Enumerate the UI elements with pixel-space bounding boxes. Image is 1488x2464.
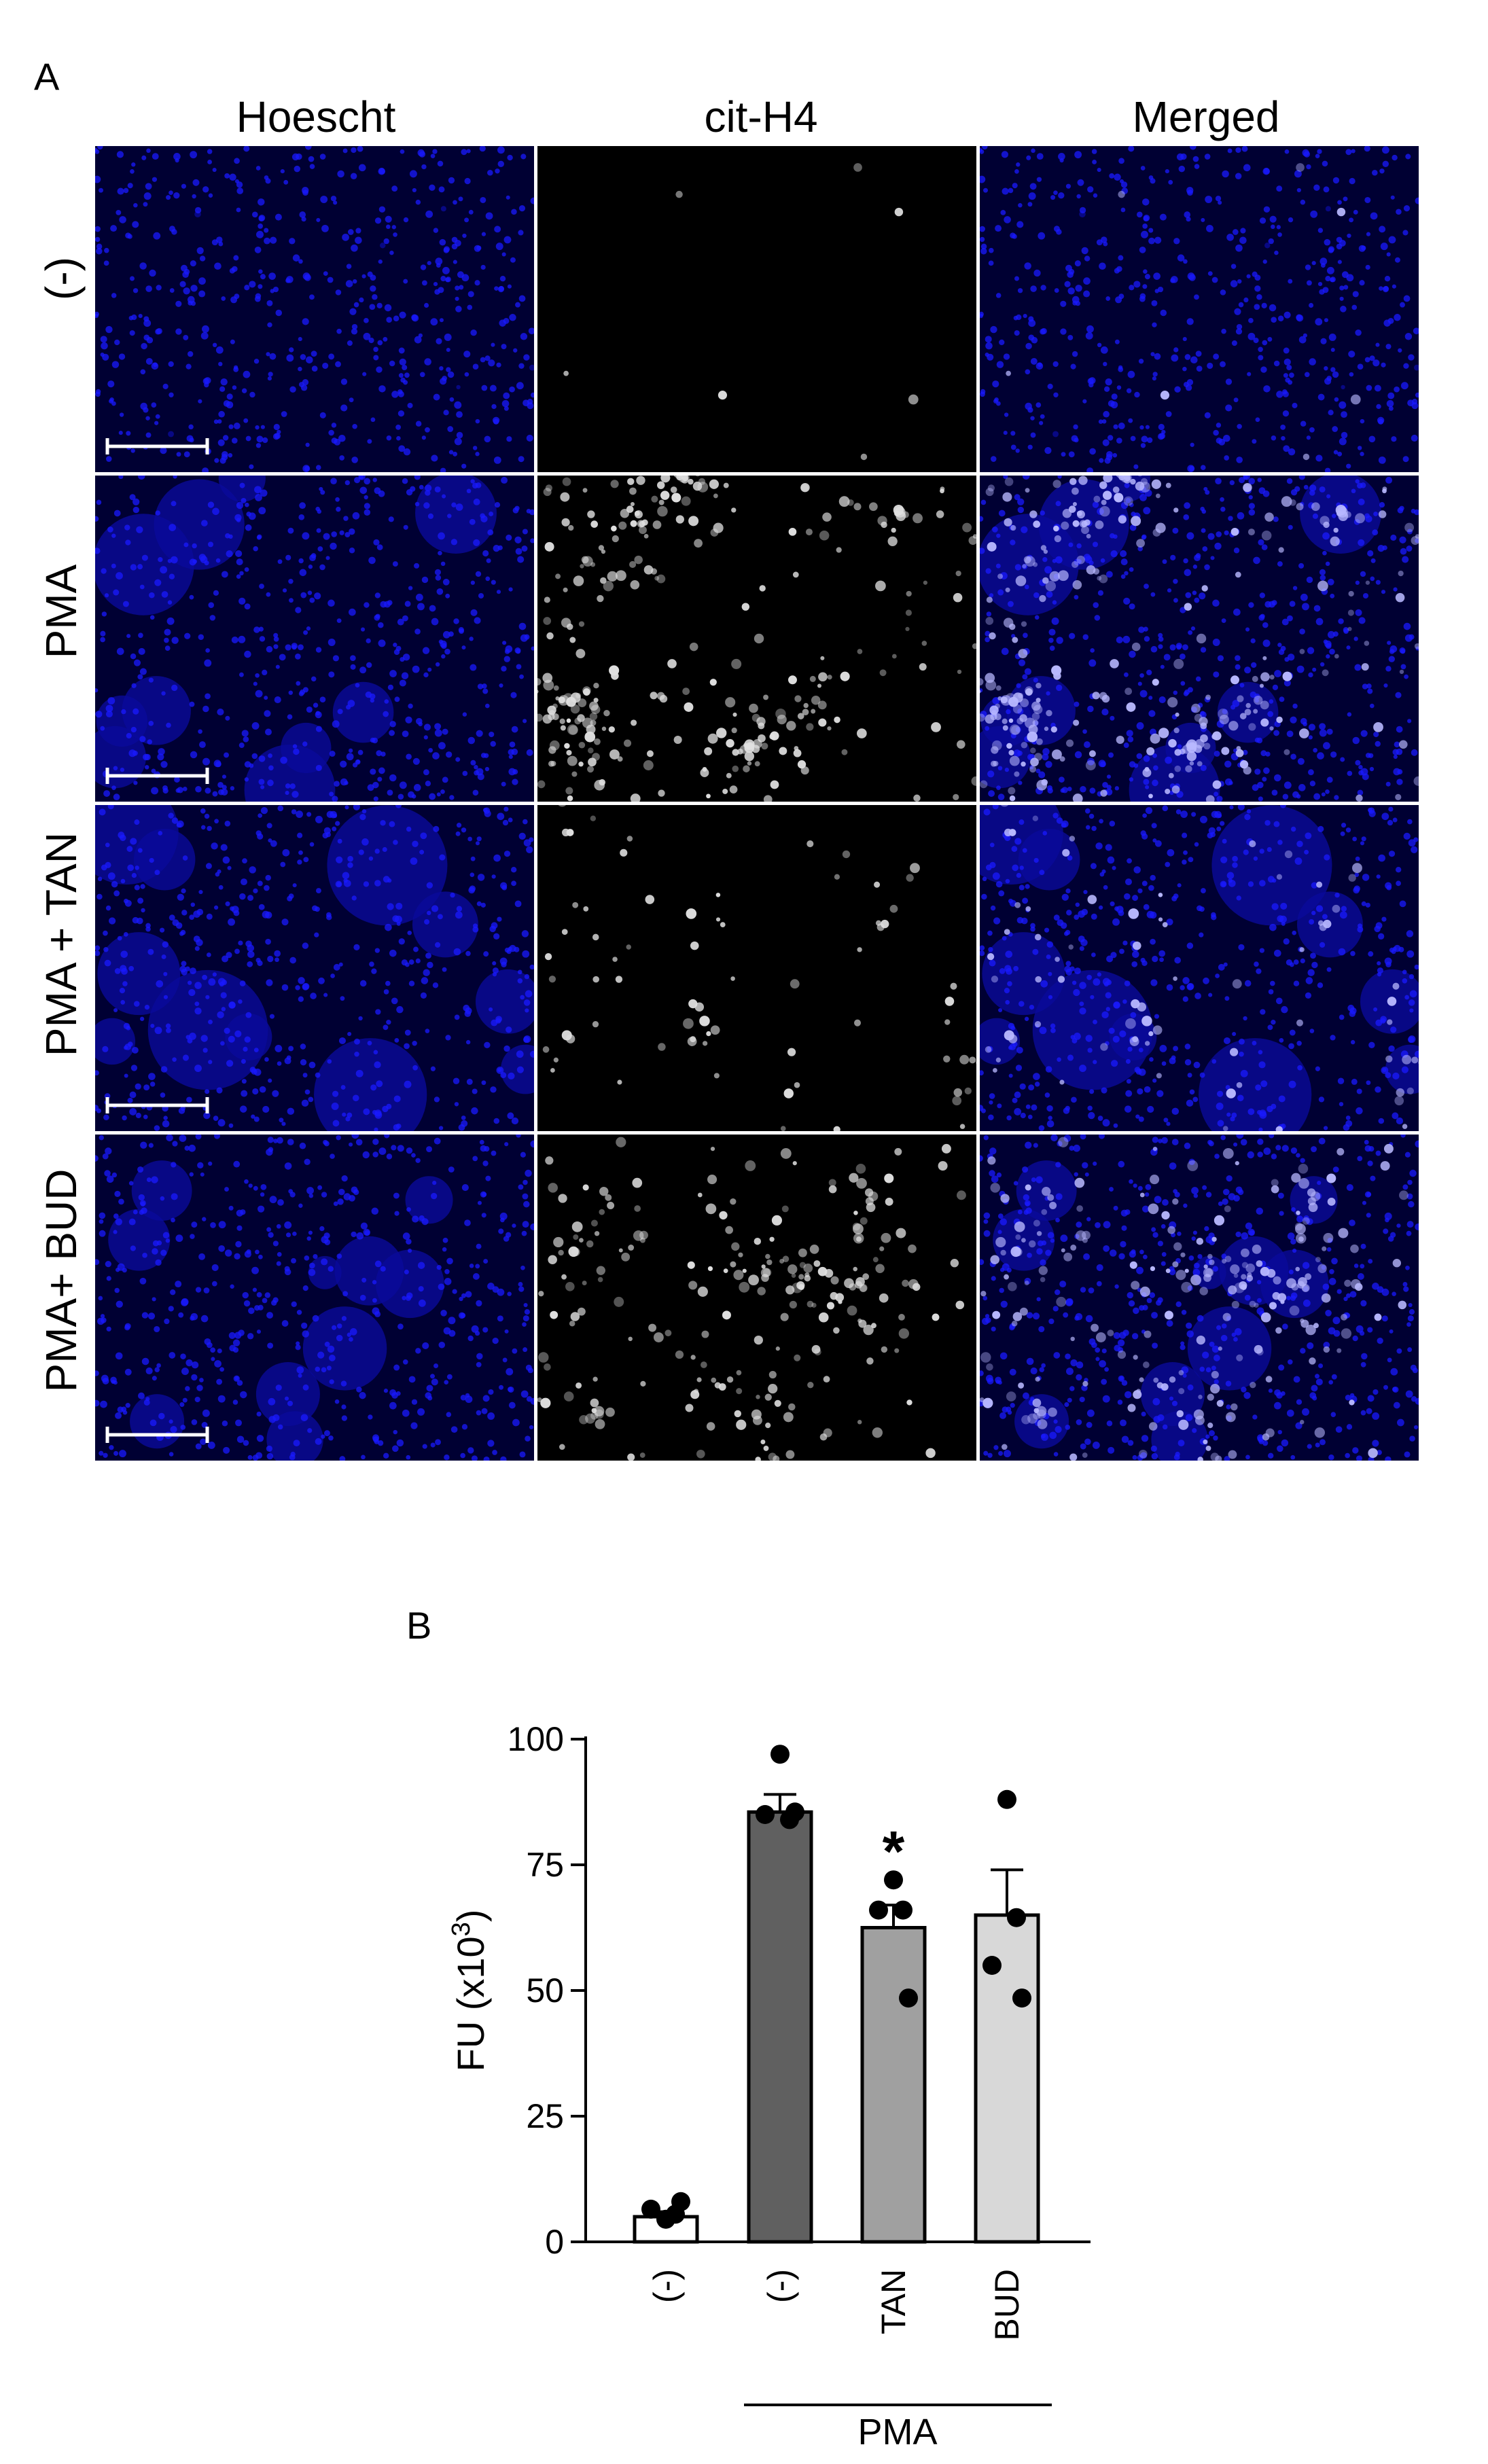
micrograph-pma-merged xyxy=(980,476,1419,802)
data-point xyxy=(756,1805,775,1824)
micrograph-pma-tan-hoescht xyxy=(95,805,534,1131)
row-label-pma-bud: PMA+ BUD xyxy=(37,1168,86,1393)
y-tick-label: 0 xyxy=(545,2223,564,2261)
data-point xyxy=(893,1900,913,1920)
bar-chart: 0 25 50 75 100 FU (x103) (-) (-) TAN BUD * PMA xyxy=(447,1720,1091,2452)
data-point xyxy=(785,1802,804,1822)
y-tick-label: 50 xyxy=(526,1971,564,2010)
x-tick-label: (-) xyxy=(761,2269,799,2303)
micrograph-pma-tan-cith4 xyxy=(537,805,976,1131)
micrograph-pma-hoescht xyxy=(95,476,534,802)
data-point xyxy=(884,1870,903,1890)
y-tick-label: 75 xyxy=(526,1846,564,1884)
bar-2 xyxy=(860,1926,927,2244)
x-tick-label: TAN xyxy=(874,2269,913,2334)
column-header-merged: Merged xyxy=(1132,92,1280,141)
micrograph-pma-bud-cith4 xyxy=(537,1135,976,1461)
column-header-hoescht: Hoescht xyxy=(236,92,396,141)
micrograph-control-hoescht xyxy=(95,146,534,472)
group-label: PMA xyxy=(857,2412,937,2452)
panel-b-label: B xyxy=(406,1604,432,1647)
data-point xyxy=(869,1900,888,1920)
data-point xyxy=(982,1956,1002,1975)
data-point xyxy=(671,2192,690,2211)
x-tick-label: (-) xyxy=(647,2269,685,2303)
micrograph-pma-cith4 xyxy=(537,476,976,802)
data-point xyxy=(1007,1908,1026,1927)
data-point xyxy=(997,1789,1016,1809)
y-tick-label: 100 xyxy=(508,1720,564,1758)
micrograph-pma-tan-merged xyxy=(980,805,1419,1131)
y-axis-label: FU (x103) xyxy=(447,1910,492,2072)
y-tick-label: 25 xyxy=(526,2097,564,2135)
panel-a-label: A xyxy=(34,55,60,98)
row-label-control: (-) xyxy=(37,257,86,300)
x-tick-label: BUD xyxy=(988,2269,1026,2341)
micrograph-control-merged xyxy=(980,146,1419,472)
micrograph-control-cith4 xyxy=(537,146,976,472)
micrograph-pma-bud-merged xyxy=(980,1135,1419,1461)
row-label-pma-tan: PMA + TAN xyxy=(37,832,86,1057)
data-point xyxy=(770,1745,790,1764)
micrograph-pma-bud-hoescht xyxy=(95,1135,534,1461)
row-label-pma: PMA xyxy=(37,564,86,659)
bar-1 xyxy=(747,1810,813,2244)
column-header-cith4: cit-H4 xyxy=(704,92,818,141)
significance-mark: * xyxy=(883,1819,905,1883)
data-point xyxy=(899,1988,918,2008)
micrograph-grid xyxy=(95,146,1427,1474)
data-point xyxy=(641,2199,660,2219)
data-point xyxy=(1012,1988,1031,2008)
